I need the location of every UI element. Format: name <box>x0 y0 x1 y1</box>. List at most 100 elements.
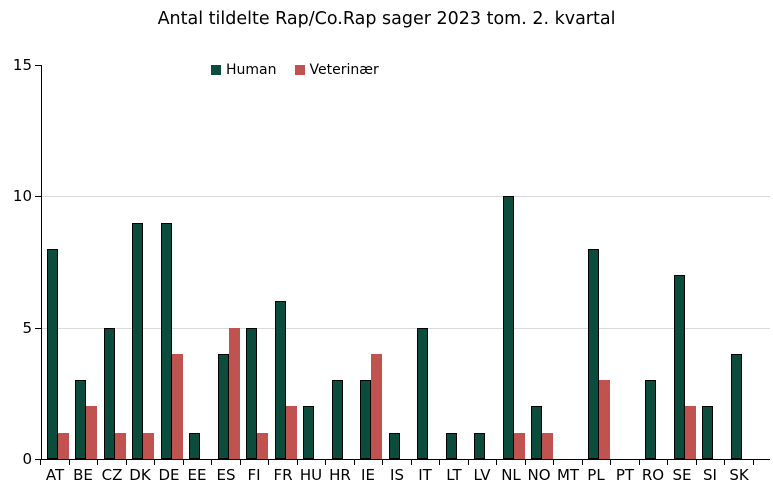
y-axis-label: 15 <box>12 56 32 74</box>
x-axis-label-pt: PT <box>615 466 635 484</box>
y-axis-label: 10 <box>12 187 32 205</box>
bar-human-dk <box>132 223 143 459</box>
x-axis-tick <box>69 459 70 465</box>
x-axis-label-no: NO <box>527 466 551 484</box>
bar-human-hu <box>303 406 314 459</box>
x-axis-label-ro: RO <box>641 466 665 484</box>
bar-human-nl <box>503 196 514 459</box>
x-axis-label-fi: FI <box>247 466 261 484</box>
bar-human-at <box>47 249 58 459</box>
x-axis-tick <box>696 459 697 465</box>
bar-veterinaer-se <box>685 406 696 459</box>
x-axis-label-se: SE <box>672 466 692 484</box>
x-axis-tick <box>382 459 383 465</box>
bar-human-sk <box>731 354 742 459</box>
bar-human-si <box>702 406 713 459</box>
x-axis-tick <box>411 459 412 465</box>
x-axis-tick <box>268 459 269 465</box>
x-axis-tick <box>354 459 355 465</box>
bar-human-lt <box>446 433 457 459</box>
x-axis-label-is: IS <box>390 466 404 484</box>
y-axis-tick <box>35 459 41 460</box>
x-axis-label-be: BE <box>73 466 93 484</box>
bar-veterinaer-no <box>542 433 553 459</box>
bar-human-cz <box>104 328 115 459</box>
x-axis-label-sk: SK <box>729 466 749 484</box>
legend-swatch-icon <box>294 65 305 75</box>
x-axis-label-es: ES <box>216 466 236 484</box>
x-axis-label-dk: DK <box>129 466 151 484</box>
x-axis-tick <box>753 459 754 465</box>
legend-label: Human <box>226 62 277 78</box>
bar-human-fr <box>275 301 286 459</box>
x-axis-tick <box>667 459 668 465</box>
y-axis-line <box>41 65 42 460</box>
bar-human-de <box>161 223 172 459</box>
x-axis-tick <box>724 459 725 465</box>
bar-human-pl <box>588 249 599 459</box>
bar-human-it <box>417 328 428 459</box>
x-axis-tick <box>183 459 184 465</box>
bar-human-is <box>389 433 400 459</box>
x-axis-tick <box>40 459 41 465</box>
bar-human-ie <box>360 380 371 459</box>
x-axis-tick <box>553 459 554 465</box>
legend-label: Veterinær <box>309 62 379 78</box>
bar-veterinaer-dk <box>143 433 154 459</box>
x-axis-tick <box>240 459 241 465</box>
x-axis-label-at: AT <box>45 466 65 484</box>
x-axis-label-hr: HR <box>329 466 351 484</box>
x-axis-label-it: IT <box>418 466 432 484</box>
x-axis-tick <box>610 459 611 465</box>
x-axis-tick <box>582 459 583 465</box>
x-axis-label-hu: HU <box>299 466 323 484</box>
bar-human-hr <box>332 380 343 459</box>
bar-veterinaer-fr <box>286 406 297 459</box>
bar-veterinaer-de <box>172 354 183 459</box>
legend-swatch-icon <box>211 65 221 75</box>
bar-veterinaer-cz <box>115 433 126 459</box>
gridline-5 <box>42 328 770 329</box>
x-axis-label-de: DE <box>158 466 180 484</box>
y-axis-tick <box>35 196 41 197</box>
bar-veterinaer-fi <box>257 433 268 459</box>
y-axis-label: 5 <box>22 319 32 337</box>
y-axis-label: 0 <box>22 450 32 468</box>
bar-veterinaer-nl <box>514 433 525 459</box>
y-axis-tick <box>35 328 41 329</box>
legend: Human Veterinær <box>211 62 379 78</box>
bar-human-ro <box>645 380 656 459</box>
x-axis-tick <box>325 459 326 465</box>
bar-veterinaer-ie <box>371 354 382 459</box>
x-axis-label-nl: NL <box>501 466 521 484</box>
x-axis-tick <box>496 459 497 465</box>
x-axis-label-ie: IE <box>361 466 375 484</box>
gridline-10 <box>42 196 770 197</box>
bar-veterinaer-pl <box>599 380 610 459</box>
bar-human-be <box>75 380 86 459</box>
x-axis-tick <box>525 459 526 465</box>
x-axis-label-pl: PL <box>587 466 605 484</box>
x-axis-label-mt: MT <box>556 466 580 484</box>
bar-human-lv <box>474 433 485 459</box>
bar-human-ee <box>189 433 200 459</box>
bar-veterinaer-es <box>229 328 240 459</box>
bar-human-se <box>674 275 685 459</box>
bar-veterinaer-be <box>86 406 97 459</box>
bar-human-fi <box>246 328 257 459</box>
x-axis-tick <box>126 459 127 465</box>
bar-human-no <box>531 406 542 459</box>
x-axis-label-lt: LT <box>446 466 462 484</box>
legend-item-veterinær: Veterinær <box>294 62 379 78</box>
x-axis-label-fr: FR <box>273 466 293 484</box>
chart-title: Antal tildelte Rap/Co.Rap sager 2023 tom… <box>157 9 616 29</box>
x-axis-tick <box>154 459 155 465</box>
x-axis-tick <box>297 459 298 465</box>
y-axis-tick <box>35 65 41 66</box>
x-axis-tick <box>211 459 212 465</box>
bar-veterinaer-at <box>58 433 69 459</box>
legend-item-human: Human <box>211 62 277 78</box>
x-axis-tick <box>468 459 469 465</box>
bar-human-es <box>218 354 229 459</box>
